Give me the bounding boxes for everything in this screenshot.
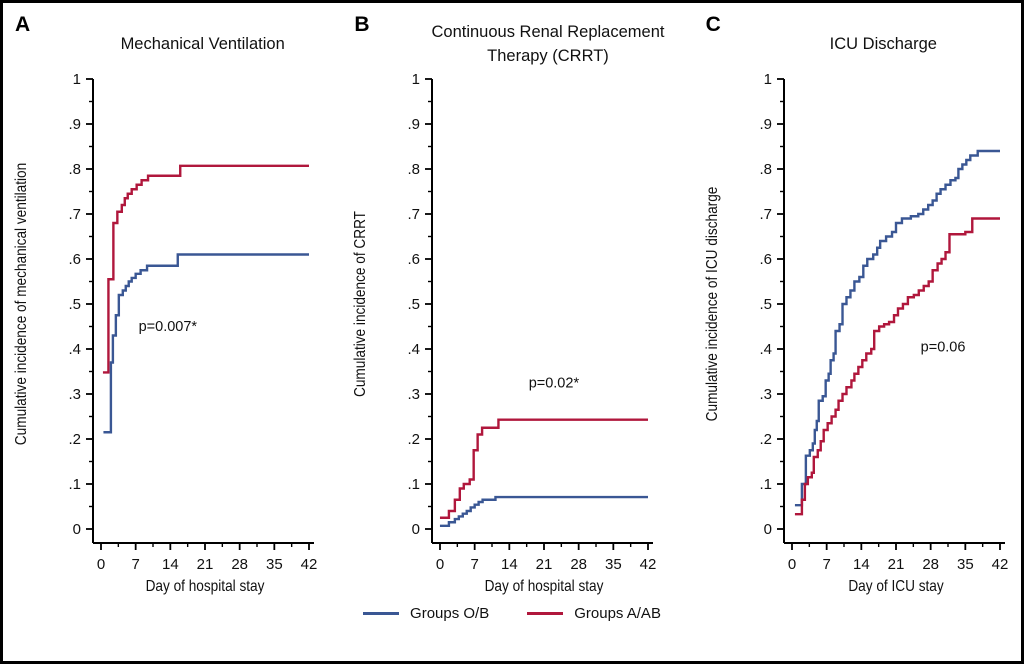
x-tick-label: 35 [605, 556, 622, 573]
x-tick-label: 0 [787, 556, 795, 573]
y-tick-label: .6 [759, 251, 772, 268]
y-axis-title: Cumulative incidence of mechanical venti… [13, 163, 30, 445]
y-tick-label: .6 [408, 251, 421, 268]
panel-c: C ICU Discharge 0 .1 .2 .3 .4 .5 .6 .7 .8 .9 1 0 7 14… [698, 13, 1017, 597]
y-tick-label: .6 [68, 251, 81, 268]
y-tick-label: .2 [408, 431, 421, 448]
y-tick-label: .3 [68, 386, 81, 403]
panel-c-title: ICU Discharge [829, 35, 937, 54]
x-tick-label: 14 [162, 556, 179, 573]
axes: 0 .1 .2 .3 .4 .5 .6 .7 .8 .9 1 0 7 14 21 28 35 42 [759, 73, 1008, 573]
x-axis-title: Day of hospital stay [146, 578, 266, 595]
panel-b: B Continuous Renal Replacement Therapy (… [346, 13, 697, 597]
x-tick-label: 21 [536, 556, 553, 573]
y-tick-label: 0 [763, 521, 771, 538]
y-tick-label: .9 [68, 116, 81, 133]
x-tick-label: 14 [501, 556, 518, 573]
y-tick-label: .1 [68, 476, 81, 493]
y-tick-label: .9 [408, 116, 421, 133]
axes: 0 .1 .2 .3 .4 .5 .6 .7 .8 .9 1 0 7 14 21 28 35 42 [408, 73, 657, 573]
y-tick-label: .4 [759, 341, 772, 358]
y-tick-label: .8 [759, 161, 772, 178]
y-tick-label: .2 [759, 431, 772, 448]
series-groups-o-b [103, 253, 309, 434]
x-axis-title: Day of ICU stay [848, 578, 944, 595]
y-tick-label: 1 [73, 73, 81, 88]
x-tick-label: 21 [887, 556, 904, 573]
x-tick-label: 28 [231, 556, 248, 573]
y-tick-label: .9 [759, 116, 772, 133]
y-tick-label: 1 [763, 73, 771, 88]
x-tick-label: 42 [301, 556, 318, 573]
series-groups-o-b [440, 495, 649, 528]
series-groups-a-ab [102, 164, 309, 374]
x-tick-label: 28 [571, 556, 588, 573]
panel-a-title: Mechanical Ventilation [120, 35, 285, 54]
y-tick-label: .5 [408, 296, 421, 313]
x-tick-label: 21 [197, 556, 214, 573]
panels-row: A Mechanical Ventilation 0 .1 .2 .3 .4 .5 .6 .7… [3, 3, 1021, 597]
y-axis-title: Cumulative incidence of ICU discharge [704, 187, 721, 422]
x-tick-label: 7 [131, 556, 139, 573]
groups-aab-line-swatch [527, 611, 564, 616]
x-tick-label: 14 [853, 556, 870, 573]
x-tick-label: 42 [640, 556, 657, 573]
groups-ob-line-swatch [363, 611, 400, 616]
series-groups-o-b [794, 149, 1000, 507]
y-tick-label: .7 [408, 206, 421, 223]
groups-ob-label: Groups O/B [410, 605, 490, 622]
legend-item-groups-ob: Groups O/B [363, 605, 489, 622]
y-tick-label: .3 [408, 386, 421, 403]
x-tick-label: 7 [471, 556, 479, 573]
y-tick-label: 0 [73, 521, 81, 538]
panel-c-chart: 0 .1 .2 .3 .4 .5 .6 .7 .8 .9 1 0 7 14 21 28 35 42 Day of I… [704, 73, 1008, 595]
panel-a: A Mechanical Ventilation 0 .1 .2 .3 .4 .5 .6 .7… [7, 13, 346, 597]
x-tick-label: 0 [436, 556, 444, 573]
x-tick-label: 35 [957, 556, 974, 573]
panel-b-letter: B [354, 13, 370, 36]
axes: 0 .1 .2 .3 .4 .5 .6 .7 .8 .9 1 0 7 14 21 28 35 42 [68, 73, 317, 573]
y-tick-label: .2 [68, 431, 81, 448]
y-tick-label: 0 [412, 521, 420, 538]
y-tick-label: 1 [412, 73, 420, 88]
y-axis-title: Cumulative incidence of CRRT [353, 211, 370, 397]
series-groups-a-ab [440, 418, 649, 519]
figure-legend: Groups O/B Groups A/AB [3, 605, 1021, 622]
panel-b-chart: 0 .1 .2 .3 .4 .5 .6 .7 .8 .9 1 0 7 14 21 28 35 42 Day of h… [353, 73, 657, 595]
y-tick-label: .4 [68, 341, 81, 358]
x-tick-label: 28 [922, 556, 939, 573]
panel-c-letter: C [705, 13, 721, 36]
panel-b-title: Continuous Renal Replacement Therapy (CR… [431, 23, 665, 65]
panel-a-chart: 0 .1 .2 .3 .4 .5 .6 .7 .8 .9 1 0 7 14 21 28 35 42 Day of h… [13, 73, 317, 595]
x-tick-label: 35 [266, 556, 283, 573]
x-tick-label: 7 [822, 556, 830, 573]
y-tick-label: .5 [68, 296, 81, 313]
groups-aab-label: Groups A/AB [574, 605, 661, 622]
x-tick-label: 0 [97, 556, 105, 573]
panel-a-letter: A [15, 13, 31, 36]
y-tick-label: .8 [68, 161, 81, 178]
x-tick-label: 42 [991, 556, 1008, 573]
y-tick-label: .4 [408, 341, 421, 358]
legend-item-groups-aab: Groups A/AB [527, 605, 661, 622]
x-axis-title: Day of hospital stay [485, 578, 605, 595]
p-value-annotation: p=0.02* [529, 375, 580, 391]
y-tick-label: .3 [759, 386, 772, 403]
y-tick-label: .1 [759, 476, 772, 493]
y-tick-label: .8 [408, 161, 421, 178]
y-tick-label: .5 [759, 296, 772, 313]
p-value-annotation: p=0.06 [920, 339, 965, 355]
y-tick-label: .1 [408, 476, 421, 493]
y-tick-label: .7 [759, 206, 772, 223]
series-groups-a-ab [794, 217, 1000, 516]
p-value-annotation: p=0.007* [139, 319, 198, 335]
y-tick-label: .7 [68, 206, 81, 223]
